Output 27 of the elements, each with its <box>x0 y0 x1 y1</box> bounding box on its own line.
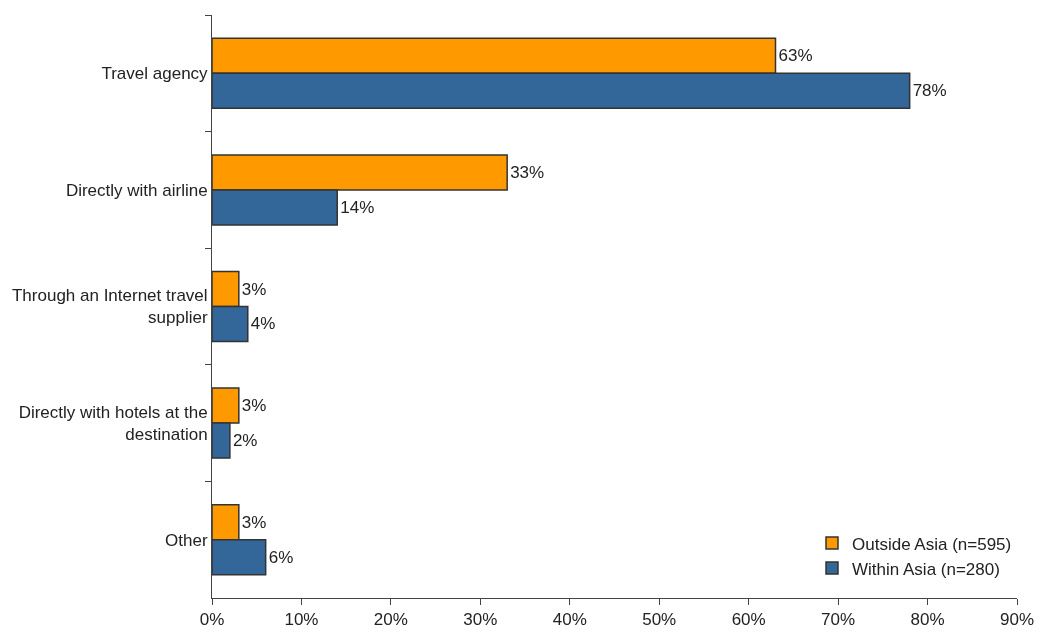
y-tick-label: Directly with hotels at the destination <box>18 403 208 445</box>
y-tick-label: Through an Internet travel supplier <box>11 286 208 328</box>
x-tick-label: 80% <box>910 610 945 630</box>
legend-label: Within Asia (n=280) <box>852 559 1000 579</box>
y-tick-label: Travel agency <box>101 64 209 84</box>
x-tick-label: 90% <box>999 610 1035 630</box>
data-label: 78% <box>912 81 947 101</box>
x-tick-label: 0% <box>199 610 225 630</box>
x-tick-label: 20% <box>373 610 408 630</box>
data-label: 3% <box>241 279 267 299</box>
data-label: 3% <box>241 512 267 532</box>
y-tick-label: Directly with airline <box>65 180 208 200</box>
data-label: 2% <box>232 431 258 451</box>
y-tick-label: Other <box>165 530 208 550</box>
x-tick-label: 70% <box>821 610 856 630</box>
data-label: 33% <box>510 162 545 182</box>
data-label: 4% <box>250 314 276 334</box>
data-label: 63% <box>778 46 813 66</box>
x-tick-label: 30% <box>463 610 498 630</box>
x-tick-label: 60% <box>731 610 766 630</box>
x-tick-label: 10% <box>284 610 319 630</box>
x-tick-label: 40% <box>552 610 587 630</box>
data-label: 6% <box>268 547 294 567</box>
data-label: 14% <box>340 197 375 217</box>
x-tick-label: 50% <box>642 610 677 630</box>
data-label: 3% <box>241 396 267 416</box>
legend-label: Outside Asia (n=595) <box>852 534 1012 554</box>
